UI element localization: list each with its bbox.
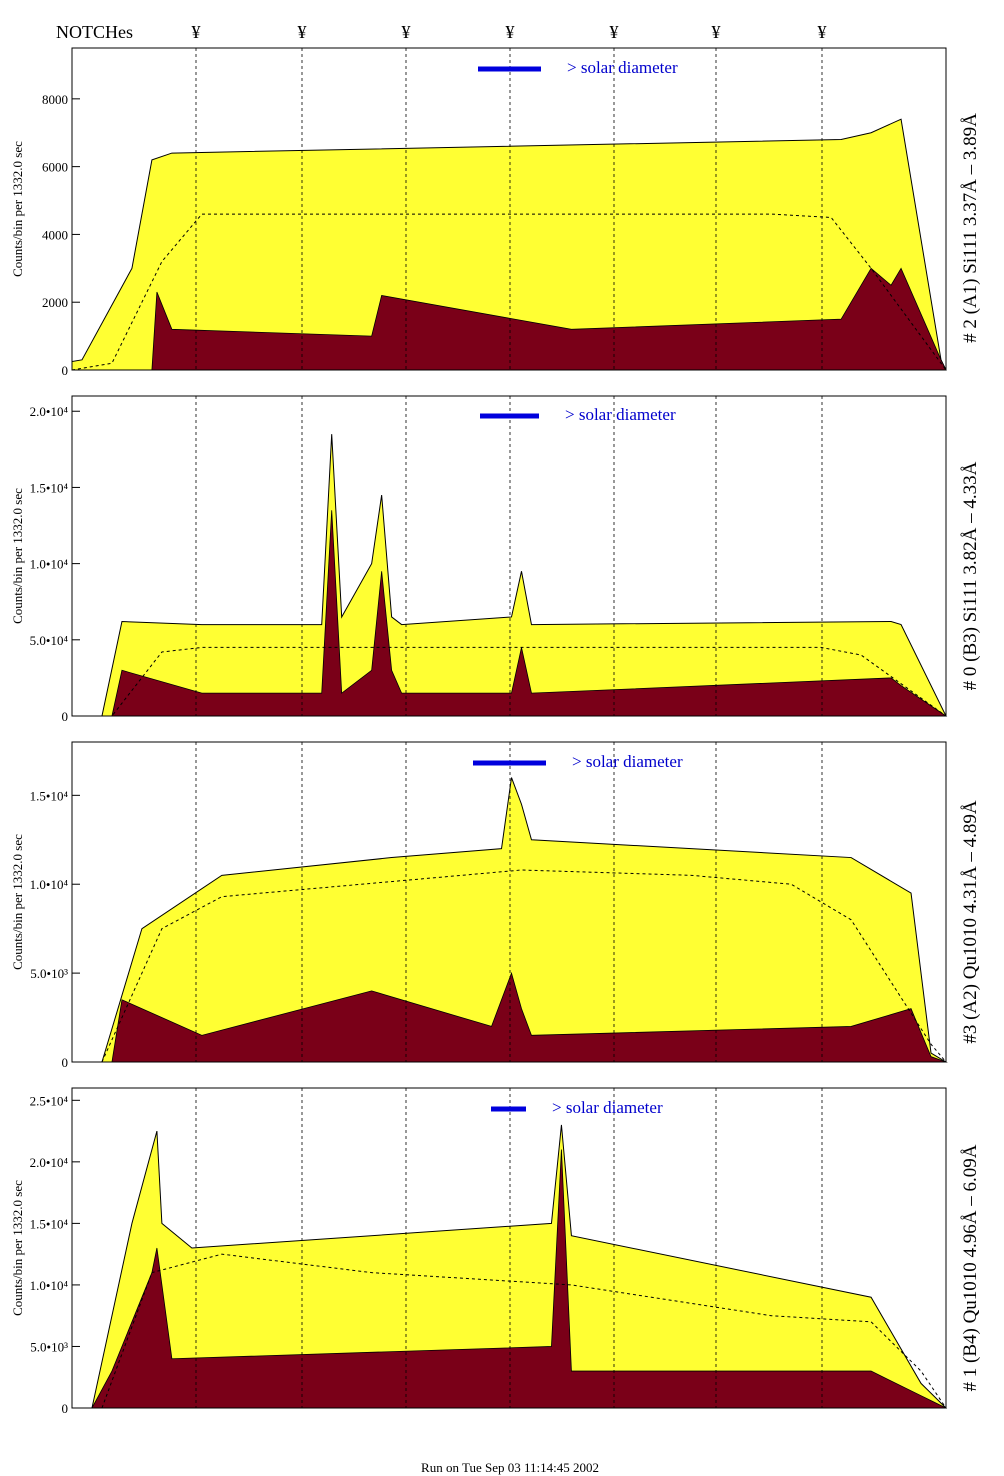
- panel-label: # 2 (A1) Si111 3.37Å – 3.89Å: [960, 113, 981, 343]
- panel-frame: [71, 741, 947, 1063]
- y-tick-label-0: 0: [62, 709, 69, 724]
- notch-marker-5: ¥: [712, 22, 721, 42]
- notch-marker-0: ¥: [192, 22, 201, 42]
- notch-marker-1: ¥: [298, 22, 307, 42]
- y-tick-label-4: 8000: [42, 92, 68, 107]
- solar-diameter-label: > solar diameter: [552, 1098, 663, 1117]
- panel-label: # 1 (B4) Qu1010 4.96Å – 6.09Å: [960, 1144, 981, 1391]
- panel-2: 0 5.0•10³ 1.0•10⁴ 1.5•10⁴ Counts/bin per 133…: [10, 741, 981, 1070]
- series-outer: [72, 777, 948, 1063]
- y-axis-label: Counts/bin per 1332.0 sec: [10, 141, 25, 277]
- y-tick-label-4: 2.0•10⁴: [30, 1155, 69, 1170]
- notches-header: NOTCHes ¥ ¥ ¥ ¥ ¥ ¥ ¥: [56, 22, 827, 42]
- panel-0: 0 2000 4000 6000 8000 Counts/bin per 1332.0 s…: [10, 47, 981, 378]
- panel-frame: [71, 395, 947, 717]
- panel-1: 0 5.0•10⁴ 1.0•10⁴ 1.5•10⁴ 2.0•10⁴ Counts/bin …: [10, 395, 981, 724]
- series-outer: [72, 434, 947, 717]
- y-tick-label-1: 5.0•10⁴: [30, 633, 69, 648]
- notches-label: NOTCHes: [56, 22, 133, 42]
- y-axis-label: Counts/bin per 1332.0 sec: [10, 1180, 25, 1316]
- series-model: [72, 1253, 947, 1409]
- y-tick-label-0: 0: [62, 363, 69, 378]
- series-outer: [72, 1124, 948, 1409]
- y-tick-label-2: 1.0•10⁴: [30, 877, 69, 892]
- y-tick-label-5: 2.5•10⁴: [30, 1093, 69, 1108]
- y-axis-label: Counts/bin per 1332.0 sec: [10, 834, 25, 970]
- series-inner: [72, 510, 948, 717]
- y-axis-label: Counts/bin per 1332.0 sec: [10, 488, 25, 624]
- notch-marker-2: ¥: [402, 22, 411, 42]
- y-tick-label-1: 5.0•10³: [30, 966, 68, 981]
- notch-marker-6: ¥: [818, 22, 827, 42]
- series-model: [71, 213, 947, 371]
- series-model: [72, 869, 947, 1063]
- solar-diameter-label: > solar diameter: [565, 405, 676, 424]
- panel-frame: [71, 1087, 947, 1409]
- y-tick-label-3: 1.5•10⁴: [30, 1216, 69, 1231]
- y-tick-label-2: 1.0•10⁴: [30, 557, 69, 572]
- panel-3: 0 5.0•10³ 1.0•10⁴ 1.5•10⁴ 2.0•10⁴ 2.5•10⁴ Coun…: [10, 1087, 981, 1416]
- panel-frame: [71, 47, 947, 371]
- y-tick-label-1: 2000: [42, 295, 68, 310]
- y-tick-label-0: 0: [62, 1401, 69, 1416]
- panels: 0 2000 4000 6000 8000 Counts/bin per 1332.0 s…: [10, 47, 981, 1416]
- y-tick-label-0: 0: [62, 1055, 69, 1070]
- y-tick-label-4: 2.0•10⁴: [30, 404, 69, 419]
- notch-marker-3: ¥: [506, 22, 515, 42]
- run-timestamp: Run on Tue Sep 03 11:14:45 2002: [421, 1460, 599, 1475]
- panel-label: #3 (A2) Qu1010 4.31Å – 4.89Å: [960, 800, 981, 1044]
- solar-diameter-label: > solar diameter: [567, 58, 678, 77]
- series-inner: [72, 1149, 947, 1409]
- series-inner: [72, 267, 947, 371]
- notch-marker-4: ¥: [610, 22, 619, 42]
- solar-diameter-label: > solar diameter: [572, 752, 683, 771]
- panel-label: # 0 (B3) Si111 3.82Å – 4.33Å: [960, 461, 981, 690]
- y-tick-label-2: 1.0•10⁴: [30, 1278, 69, 1293]
- y-tick-label-3: 1.5•10⁴: [30, 788, 69, 803]
- series-inner: [72, 971, 947, 1063]
- y-tick-label-2: 4000: [42, 227, 68, 242]
- y-tick-label-1: 5.0•10³: [30, 1339, 68, 1354]
- y-tick-label-3: 6000: [42, 160, 68, 175]
- y-tick-label-3: 1.5•10⁴: [30, 480, 69, 495]
